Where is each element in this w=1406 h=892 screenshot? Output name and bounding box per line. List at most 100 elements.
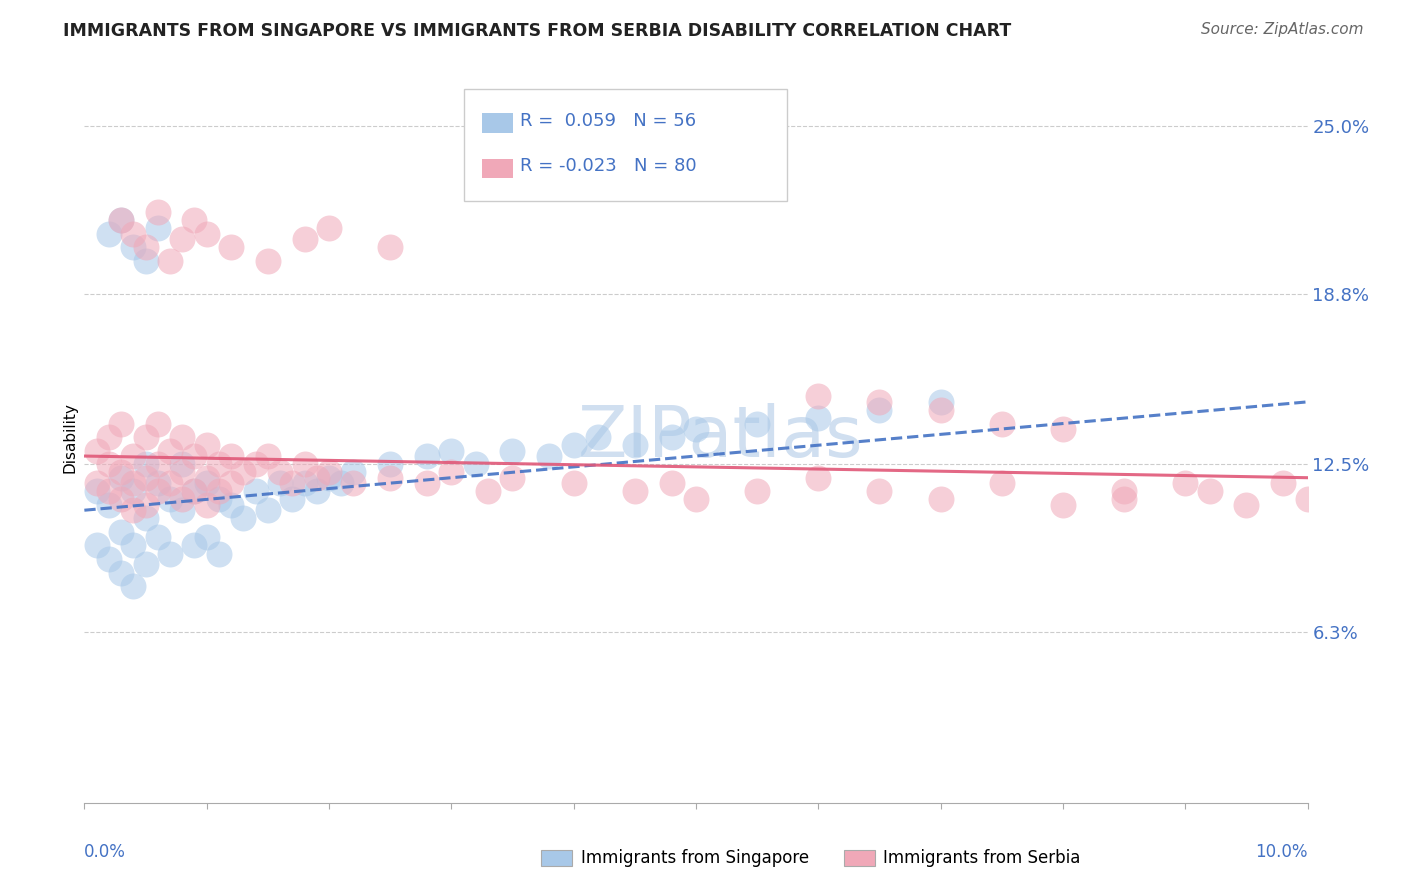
Text: Source: ZipAtlas.com: Source: ZipAtlas.com bbox=[1201, 22, 1364, 37]
Immigrants from Singapore bbox=[245, 484, 267, 499]
Immigrants from Singapore bbox=[869, 403, 891, 417]
Immigrants from Singapore bbox=[122, 579, 145, 593]
Immigrants from Serbia bbox=[502, 471, 524, 485]
Immigrants from Serbia bbox=[380, 240, 402, 254]
Immigrants from Singapore bbox=[929, 395, 952, 409]
Immigrants from Serbia bbox=[195, 498, 218, 512]
Immigrants from Serbia bbox=[1296, 492, 1319, 507]
Immigrants from Serbia bbox=[97, 457, 120, 471]
Immigrants from Singapore bbox=[269, 476, 291, 491]
Immigrants from Singapore bbox=[464, 457, 486, 471]
Immigrants from Serbia bbox=[380, 471, 402, 485]
Text: R = -0.023   N = 80: R = -0.023 N = 80 bbox=[520, 157, 697, 175]
Immigrants from Serbia bbox=[219, 449, 242, 463]
Immigrants from Serbia bbox=[110, 465, 132, 479]
Immigrants from Singapore bbox=[502, 443, 524, 458]
Immigrants from Serbia bbox=[159, 254, 181, 268]
Immigrants from Serbia bbox=[747, 484, 769, 499]
Immigrants from Serbia bbox=[685, 492, 707, 507]
Immigrants from Serbia bbox=[416, 476, 439, 491]
Immigrants from Serbia bbox=[1114, 492, 1136, 507]
Immigrants from Singapore bbox=[318, 471, 340, 485]
Immigrants from Singapore bbox=[586, 430, 609, 444]
Immigrants from Serbia bbox=[146, 417, 169, 431]
Immigrants from Singapore bbox=[159, 492, 181, 507]
Immigrants from Singapore bbox=[257, 503, 280, 517]
Immigrants from Singapore bbox=[747, 417, 769, 431]
Immigrants from Singapore bbox=[661, 430, 683, 444]
Immigrants from Serbia bbox=[86, 476, 108, 491]
Immigrants from Serbia bbox=[208, 457, 231, 471]
Immigrants from Singapore bbox=[135, 558, 157, 572]
Immigrants from Serbia bbox=[257, 254, 280, 268]
Immigrants from Serbia bbox=[122, 449, 145, 463]
Immigrants from Singapore bbox=[538, 449, 561, 463]
Immigrants from Singapore bbox=[172, 503, 194, 517]
Immigrants from Singapore bbox=[122, 538, 145, 552]
Immigrants from Singapore bbox=[122, 484, 145, 499]
Immigrants from Singapore bbox=[97, 498, 120, 512]
Immigrants from Serbia bbox=[183, 213, 205, 227]
Immigrants from Serbia bbox=[110, 417, 132, 431]
Immigrants from Serbia bbox=[135, 430, 157, 444]
Immigrants from Serbia bbox=[257, 449, 280, 463]
Immigrants from Serbia bbox=[122, 476, 145, 491]
Immigrants from Singapore bbox=[97, 552, 120, 566]
Immigrants from Serbia bbox=[624, 484, 647, 499]
Immigrants from Singapore bbox=[294, 476, 316, 491]
Y-axis label: Disability: Disability bbox=[62, 401, 77, 473]
Immigrants from Serbia bbox=[440, 465, 463, 479]
Immigrants from Serbia bbox=[342, 476, 364, 491]
Immigrants from Singapore bbox=[110, 213, 132, 227]
Immigrants from Serbia bbox=[146, 457, 169, 471]
Immigrants from Serbia bbox=[294, 232, 316, 246]
Immigrants from Serbia bbox=[269, 465, 291, 479]
Immigrants from Serbia bbox=[172, 232, 194, 246]
Immigrants from Singapore bbox=[146, 530, 169, 544]
Immigrants from Singapore bbox=[685, 422, 707, 436]
Immigrants from Serbia bbox=[807, 389, 830, 403]
Immigrants from Serbia bbox=[97, 484, 120, 499]
Immigrants from Serbia bbox=[135, 240, 157, 254]
Immigrants from Singapore bbox=[122, 240, 145, 254]
Immigrants from Serbia bbox=[661, 476, 683, 491]
Immigrants from Singapore bbox=[281, 492, 304, 507]
Immigrants from Singapore bbox=[159, 547, 181, 561]
Immigrants from Singapore bbox=[807, 411, 830, 425]
Immigrants from Serbia bbox=[122, 503, 145, 517]
Immigrants from Singapore bbox=[110, 471, 132, 485]
Immigrants from Serbia bbox=[159, 443, 181, 458]
Immigrants from Serbia bbox=[146, 205, 169, 219]
Immigrants from Singapore bbox=[183, 538, 205, 552]
Immigrants from Singapore bbox=[86, 538, 108, 552]
Immigrants from Serbia bbox=[195, 227, 218, 241]
Immigrants from Serbia bbox=[135, 498, 157, 512]
Text: 0.0%: 0.0% bbox=[84, 843, 127, 861]
Immigrants from Serbia bbox=[110, 213, 132, 227]
Immigrants from Serbia bbox=[305, 471, 328, 485]
Immigrants from Serbia bbox=[869, 395, 891, 409]
Immigrants from Serbia bbox=[807, 471, 830, 485]
Immigrants from Serbia bbox=[991, 476, 1014, 491]
Immigrants from Singapore bbox=[97, 227, 120, 241]
Immigrants from Serbia bbox=[135, 471, 157, 485]
Immigrants from Singapore bbox=[110, 524, 132, 539]
Immigrants from Singapore bbox=[330, 476, 353, 491]
Immigrants from Singapore bbox=[135, 457, 157, 471]
Immigrants from Singapore bbox=[208, 547, 231, 561]
Immigrants from Singapore bbox=[208, 492, 231, 507]
Immigrants from Serbia bbox=[1236, 498, 1258, 512]
Immigrants from Singapore bbox=[195, 530, 218, 544]
Immigrants from Serbia bbox=[477, 484, 499, 499]
Text: Immigrants from Singapore: Immigrants from Singapore bbox=[581, 849, 808, 867]
Immigrants from Singapore bbox=[305, 484, 328, 499]
Immigrants from Serbia bbox=[1198, 484, 1220, 499]
Immigrants from Serbia bbox=[991, 417, 1014, 431]
Immigrants from Singapore bbox=[172, 457, 194, 471]
Immigrants from Serbia bbox=[172, 492, 194, 507]
Immigrants from Serbia bbox=[1052, 422, 1074, 436]
Immigrants from Singapore bbox=[624, 438, 647, 452]
Immigrants from Singapore bbox=[183, 484, 205, 499]
Immigrants from Singapore bbox=[135, 511, 157, 525]
Immigrants from Singapore bbox=[416, 449, 439, 463]
